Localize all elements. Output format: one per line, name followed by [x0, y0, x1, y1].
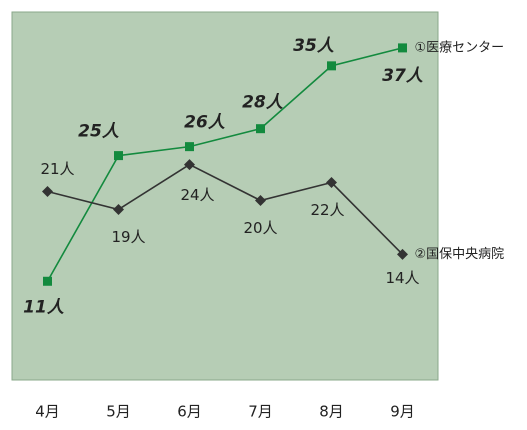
x-tick-label: 7月: [248, 403, 273, 421]
plot-area: [11, 11, 439, 381]
marker: [113, 203, 124, 215]
data-label: 28人: [242, 93, 284, 113]
data-label: 22人: [310, 201, 344, 219]
marker: [397, 248, 408, 260]
x-tick-label: 4月: [35, 403, 60, 421]
x-tick-label: 9月: [390, 403, 415, 421]
x-tick-label: 5月: [106, 403, 131, 421]
marker: [256, 124, 265, 134]
x-tick-label: 6月: [177, 403, 202, 421]
data-label: 37人: [382, 66, 424, 86]
x-tick-label: 8月: [319, 403, 344, 421]
marker: [185, 142, 194, 152]
marker: [398, 43, 407, 53]
data-label: 26人: [184, 113, 226, 133]
series-line: [47, 163, 404, 255]
data-label: 21人: [40, 160, 74, 178]
marker: [42, 186, 53, 198]
series-name: ①医療センター: [415, 40, 505, 55]
marker: [184, 159, 195, 171]
series-name: ②国保中央病院: [415, 247, 505, 262]
data-label: 25人: [78, 122, 120, 142]
marker: [43, 276, 52, 286]
data-label: 14人: [385, 269, 419, 287]
data-label: 35人: [293, 36, 335, 56]
data-label: 24人: [180, 186, 214, 204]
marker: [255, 194, 266, 206]
data-label: 11人: [23, 297, 65, 317]
series-line: [46, 47, 403, 282]
marker: [326, 177, 337, 189]
marker: [114, 151, 123, 161]
marker: [327, 61, 336, 71]
data-label: 20人: [243, 219, 277, 237]
data-label: 19人: [111, 228, 145, 246]
